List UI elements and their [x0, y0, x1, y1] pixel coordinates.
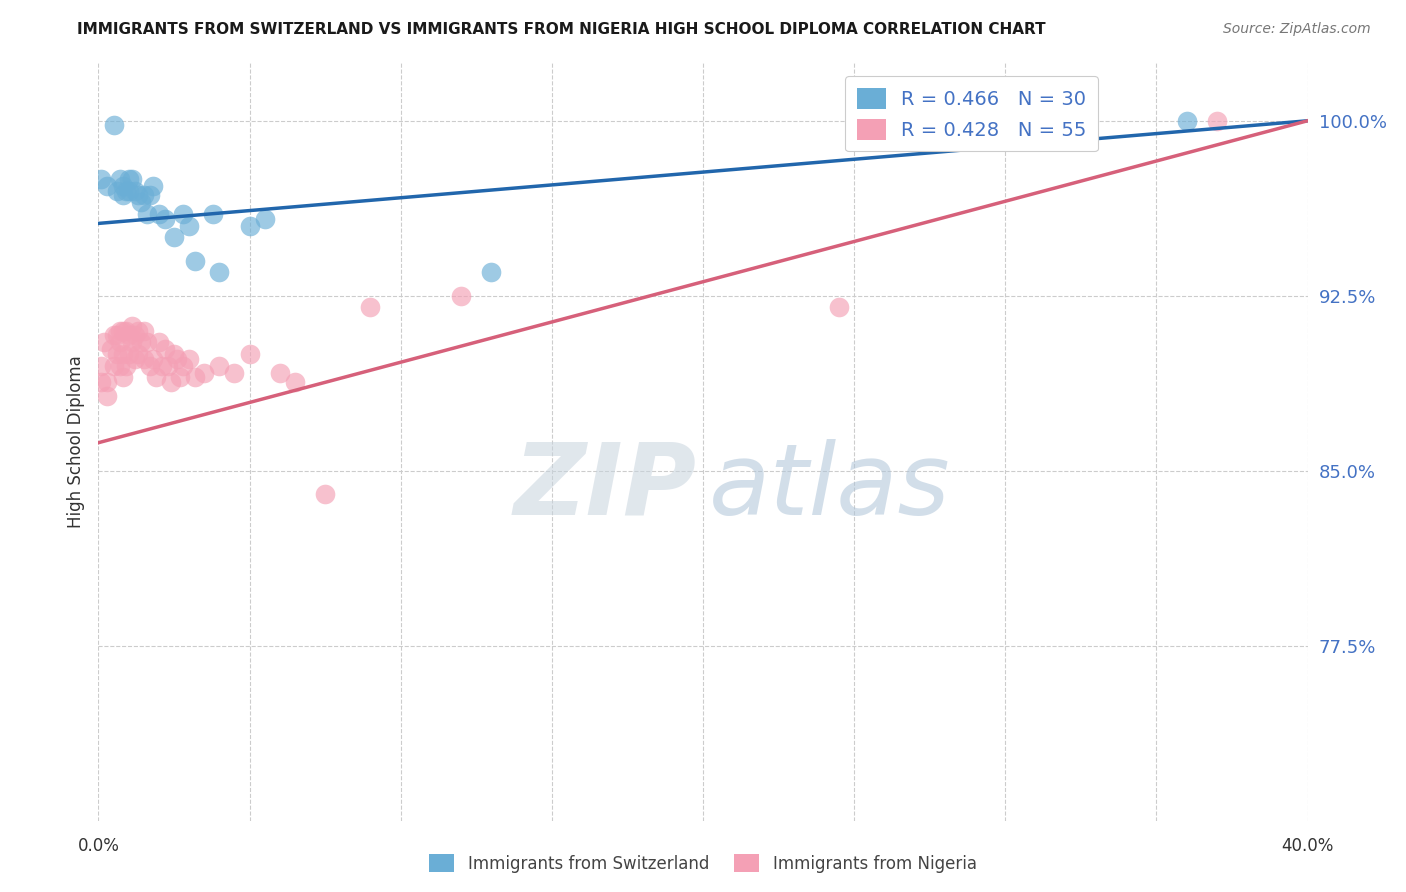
Point [111, 188, 134, 202]
Point [208, 265, 231, 279]
Point [90, 375, 112, 389]
Point [169, 370, 191, 384]
Point [193, 366, 215, 380]
Point [208, 359, 231, 373]
Point [239, 219, 262, 233]
Point [108, 324, 131, 338]
Point [284, 375, 307, 389]
Point [142, 351, 165, 366]
Point [103, 359, 125, 373]
Point [148, 207, 170, 221]
Point [172, 207, 194, 221]
Point [153, 343, 176, 357]
Point [142, 179, 165, 194]
Point [184, 253, 207, 268]
Point [108, 172, 131, 186]
Point [121, 319, 143, 334]
Point [179, 351, 201, 366]
Point [93, 335, 115, 350]
Point [127, 324, 149, 338]
Text: Source: ZipAtlas.com: Source: ZipAtlas.com [1223, 22, 1371, 37]
Point [114, 184, 136, 198]
Text: atlas: atlas [709, 439, 950, 535]
Point [96, 389, 118, 403]
Point [96, 179, 118, 194]
Point [121, 335, 143, 350]
Point [153, 211, 176, 226]
Point [481, 265, 503, 279]
Point [360, 301, 382, 315]
Point [314, 487, 336, 501]
Point [132, 188, 155, 202]
Point [145, 370, 167, 384]
Text: IMMIGRANTS FROM SWITZERLAND VS IMMIGRANTS FROM NIGERIA HIGH SCHOOL DIPLOMA CORRE: IMMIGRANTS FROM SWITZERLAND VS IMMIGRANT… [77, 22, 1046, 37]
Point [132, 324, 155, 338]
Point [111, 179, 134, 194]
Point [105, 347, 128, 361]
Point [139, 359, 162, 373]
Point [124, 328, 146, 343]
Point [108, 335, 131, 350]
Point [239, 347, 262, 361]
Point [90, 172, 112, 186]
Point [1206, 113, 1229, 128]
Point [90, 359, 112, 373]
Point [127, 347, 149, 361]
Point [139, 188, 162, 202]
Point [184, 370, 207, 384]
Point [156, 359, 179, 373]
Point [103, 328, 125, 343]
Point [103, 119, 125, 133]
Point [127, 188, 149, 202]
Point [269, 366, 291, 380]
Point [148, 335, 170, 350]
Point [202, 207, 225, 221]
Point [135, 335, 157, 350]
Point [1175, 113, 1198, 128]
Point [166, 351, 188, 366]
Point [111, 324, 134, 338]
Point [118, 172, 141, 186]
Point [96, 375, 118, 389]
Point [160, 375, 183, 389]
Point [150, 359, 173, 373]
Point [108, 359, 131, 373]
Point [828, 301, 851, 315]
Legend: R = 0.466   N = 30, R = 0.428   N = 55: R = 0.466 N = 30, R = 0.428 N = 55 [845, 76, 1098, 152]
Point [135, 207, 157, 221]
Point [124, 184, 146, 198]
Point [114, 324, 136, 338]
Point [118, 347, 141, 361]
Point [111, 370, 134, 384]
Point [129, 195, 152, 210]
Point [172, 359, 194, 373]
Text: 0.0%: 0.0% [77, 838, 120, 855]
Point [118, 184, 141, 198]
Point [100, 343, 122, 357]
Y-axis label: High School Diploma: High School Diploma [66, 355, 84, 528]
Point [450, 289, 472, 303]
Point [129, 335, 152, 350]
Point [105, 184, 128, 198]
Point [111, 347, 134, 361]
Legend: Immigrants from Switzerland, Immigrants from Nigeria: Immigrants from Switzerland, Immigrants … [423, 847, 983, 880]
Point [118, 328, 141, 343]
Point [121, 172, 143, 186]
Point [163, 230, 186, 244]
Point [105, 328, 128, 343]
Text: 40.0%: 40.0% [1281, 838, 1334, 855]
Point [224, 366, 246, 380]
Point [132, 351, 155, 366]
Point [163, 347, 186, 361]
Text: ZIP: ZIP [515, 439, 697, 535]
Point [124, 351, 146, 366]
Point [179, 219, 201, 233]
Point [114, 359, 136, 373]
Point [253, 211, 276, 226]
